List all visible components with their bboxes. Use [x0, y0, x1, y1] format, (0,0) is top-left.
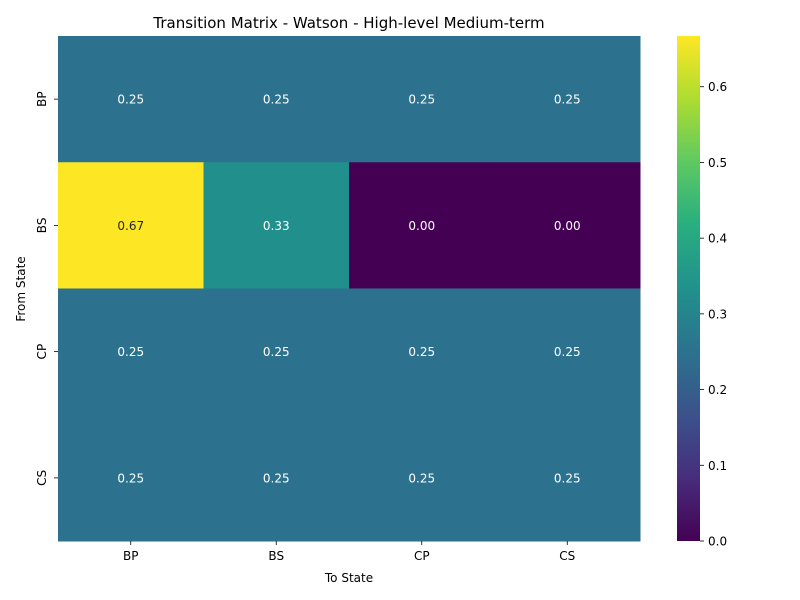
cell-BP-CS — [494, 36, 641, 163]
y-axis-label: From State — [14, 256, 28, 321]
colorbar-tick-label-0.5: 0.5 — [708, 156, 727, 170]
cell-value-BS-BP: 0.67 — [117, 219, 144, 233]
y-tick-label-CS: CS — [35, 470, 49, 486]
cell-CP-BS — [203, 288, 350, 416]
colorbar — [677, 36, 700, 541]
cell-BP-CP — [349, 36, 495, 163]
colorbar-tick-label-0.3: 0.3 — [708, 307, 727, 321]
y-tick-label-BP: BP — [35, 91, 49, 106]
cell-value-BP-CP: 0.25 — [408, 93, 435, 107]
cell-BS-BP — [58, 162, 204, 289]
y-axis-ticks: BP BS CP CS — [35, 91, 58, 486]
cell-value-BS-CP: 0.00 — [408, 219, 435, 233]
cell-value-CP-CS: 0.25 — [554, 345, 581, 359]
cell-CP-CS — [494, 288, 641, 416]
cell-CP-BP — [58, 288, 204, 416]
x-tick-label-CS: CS — [559, 549, 575, 563]
cell-value-CP-BS: 0.25 — [263, 345, 290, 359]
cell-BP-BS — [203, 36, 350, 163]
cell-BS-CP — [349, 162, 495, 289]
cell-value-CP-CP: 0.25 — [408, 345, 435, 359]
cell-value-BP-BP: 0.25 — [117, 93, 144, 107]
cell-CS-CS — [494, 414, 641, 542]
chart-title: Transition Matrix - Watson - High-level … — [152, 14, 544, 32]
cell-CS-CP — [349, 414, 495, 542]
colorbar-ticks: 0.0 0.1 0.2 0.3 0.4 0.5 0.6 — [700, 80, 727, 549]
x-axis-label: To State — [324, 571, 373, 585]
x-axis-ticks: BP BS CP CS — [123, 541, 575, 563]
x-tick-label-BS: BS — [268, 549, 284, 563]
cell-value-BS-BS: 0.33 — [263, 219, 290, 233]
cell-CS-BS — [203, 414, 350, 542]
cell-value-CS-BS: 0.25 — [263, 471, 290, 485]
cell-BS-CS — [494, 162, 641, 289]
cell-CP-CP — [349, 288, 495, 416]
cell-CS-BP — [58, 414, 204, 542]
x-tick-label-CP: CP — [414, 549, 430, 563]
y-tick-label-CP: CP — [35, 344, 49, 360]
cell-value-BP-BS: 0.25 — [263, 93, 290, 107]
colorbar-tick-label-0.0: 0.0 — [708, 535, 727, 549]
cell-value-BP-CS: 0.25 — [554, 93, 581, 107]
heatmap-cells — [58, 36, 641, 542]
cell-BS-BS — [203, 162, 350, 289]
cell-value-CS-BP: 0.25 — [117, 471, 144, 485]
y-tick-label-BS: BS — [35, 218, 49, 234]
cell-BP-BP — [58, 36, 204, 163]
colorbar-tick-label-0.6: 0.6 — [708, 80, 727, 94]
colorbar-tick-label-0.2: 0.2 — [708, 383, 727, 397]
cell-value-CP-BP: 0.25 — [117, 345, 144, 359]
colorbar-tick-label-0.4: 0.4 — [708, 232, 727, 246]
cell-value-CS-CS: 0.25 — [554, 471, 581, 485]
cell-value-BS-CS: 0.00 — [554, 219, 581, 233]
cell-value-CS-CP: 0.25 — [408, 471, 435, 485]
colorbar-tick-label-0.1: 0.1 — [708, 459, 727, 473]
cell-annotations: 0.25 0.25 0.25 0.25 0.67 0.33 0.00 0.00 0.25 0.25… — [117, 93, 580, 486]
x-tick-label-BP: BP — [123, 549, 138, 563]
